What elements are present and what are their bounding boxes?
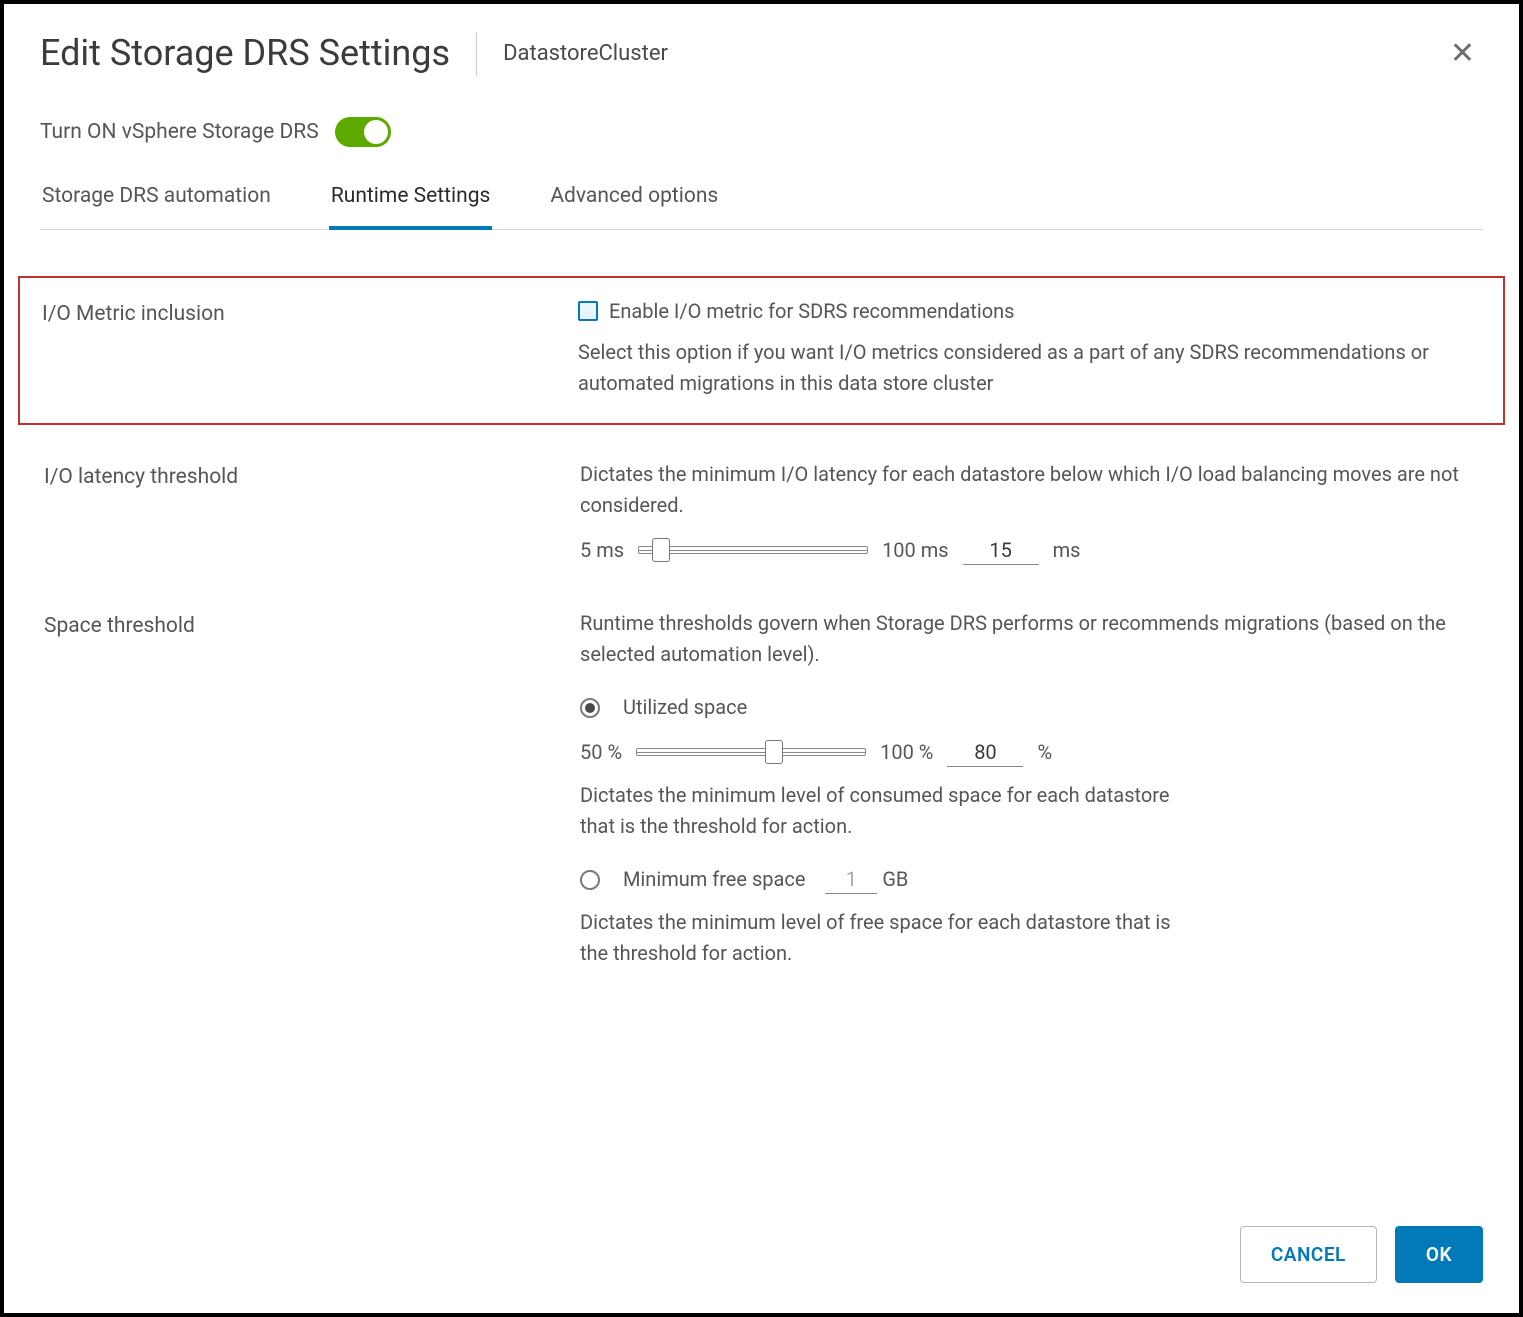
space-section-label: Space threshold [40,608,580,969]
min-free-space-unit: GB [882,867,908,891]
utilized-space-radio[interactable] [580,698,600,718]
space-description: Runtime thresholds govern when Storage D… [580,608,1483,670]
utilized-space-slider-row: 50 % 100 % % [580,737,1483,768]
tab-advanced-options[interactable]: Advanced options [548,174,720,229]
min-free-space-value-input[interactable] [825,865,877,894]
enable-sdrs-label: Turn ON vSphere Storage DRS [40,116,319,149]
io-metric-section-label: I/O Metric inclusion [38,296,578,399]
ok-button[interactable]: OK [1395,1226,1483,1283]
io-metric-checkbox-row: Enable I/O metric for SDRS recommendatio… [578,296,1485,327]
min-free-space-subdesc: Dictates the minimum level of free space… [580,907,1190,969]
utilized-space-value-input[interactable] [947,738,1023,767]
io-metric-checkbox-label: Enable I/O metric for SDRS recommendatio… [609,299,1015,323]
tab-storage-drs-automation[interactable]: Storage DRS automation [40,174,273,229]
io-latency-max-label: 100 ms [882,535,949,566]
enable-sdrs-row: Turn ON vSphere Storage DRS [40,116,1483,149]
cancel-button[interactable]: CANCEL [1240,1226,1377,1283]
dialog-subtitle: DatastoreCluster [503,37,668,71]
toggle-knob [364,120,388,144]
io-latency-slider-thumb[interactable] [652,538,670,562]
io-metric-checkbox[interactable] [578,301,598,321]
utilized-space-slider-thumb[interactable] [765,740,783,764]
utilized-max-label: 100 % [880,737,933,768]
tab-runtime-settings[interactable]: Runtime Settings [329,174,493,229]
section-io-latency: I/O latency threshold Dictates the minim… [40,441,1483,590]
io-latency-value-input[interactable] [963,536,1039,565]
utilized-space-subdesc: Dictates the minimum level of consumed s… [580,780,1190,842]
io-latency-unit: ms [1053,535,1081,566]
utilized-space-slider[interactable] [636,743,866,761]
tab-bar: Storage DRS automation Runtime Settings … [40,174,1483,230]
io-latency-slider[interactable] [638,541,868,559]
io-latency-section-label: I/O latency threshold [40,459,580,566]
io-latency-min-label: 5 ms [580,535,624,566]
utilized-space-unit: % [1037,737,1052,768]
dialog-title: Edit Storage DRS Settings [40,26,450,82]
utilized-min-label: 50 % [580,737,622,768]
utilized-space-option: Utilized space [580,692,1483,723]
dialog-header: Edit Storage DRS Settings DatastoreClust… [40,26,1483,82]
min-free-space-label: Minimum free space [623,867,806,891]
close-icon[interactable]: ✕ [1442,35,1483,73]
io-latency-slider-row: 5 ms 100 ms ms [580,535,1483,566]
min-free-space-option: Minimum free space GB [580,864,1483,895]
utilized-space-label: Utilized space [623,695,747,719]
io-metric-description: Select this option if you want I/O metri… [578,337,1485,399]
section-io-metric: I/O Metric inclusion Enable I/O metric f… [38,278,1485,423]
section-space-threshold: Space threshold Runtime thresholds gover… [40,590,1483,993]
enable-sdrs-toggle[interactable] [335,117,391,147]
dialog-footer: CANCEL OK [1240,1226,1483,1283]
edit-storage-drs-dialog: Edit Storage DRS Settings DatastoreClust… [0,0,1523,1317]
io-latency-description: Dictates the minimum I/O latency for eac… [580,459,1483,521]
io-metric-highlight: I/O Metric inclusion Enable I/O metric f… [18,276,1505,425]
dialog-body: I/O Metric inclusion Enable I/O metric f… [40,230,1483,993]
header-divider [476,32,477,76]
min-free-space-radio[interactable] [580,870,600,890]
